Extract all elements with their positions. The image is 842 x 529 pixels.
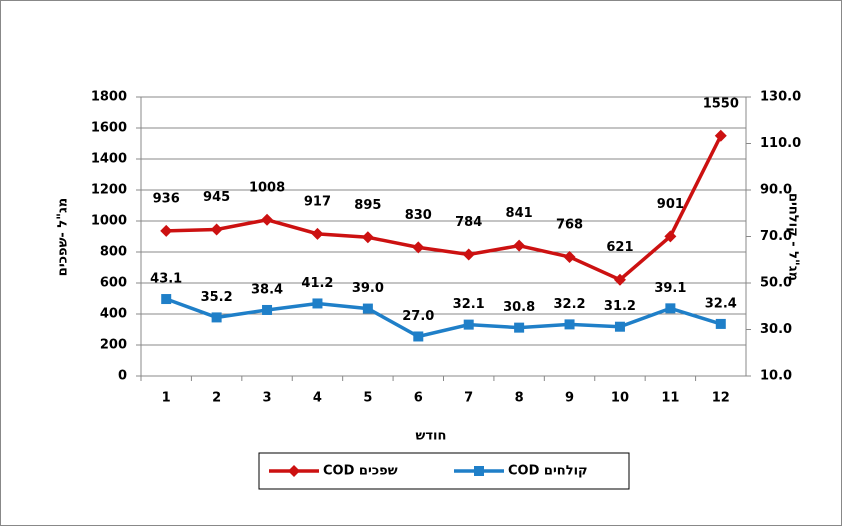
y-tick-label: 200: [100, 338, 127, 353]
data-label: 768: [556, 217, 583, 232]
data-label: 1550: [703, 96, 739, 111]
data-label: 35.2: [201, 290, 233, 305]
data-label: 30.8: [503, 300, 535, 315]
x-tick-label: 7: [464, 391, 473, 406]
x-tick-label: 2: [212, 391, 221, 406]
y-tick-label: 1000: [91, 214, 127, 229]
y-tick-label: 0: [118, 369, 127, 384]
data-label: 936: [153, 191, 180, 206]
data-point: [160, 224, 173, 237]
data-point: [613, 273, 626, 286]
data-label: 945: [203, 190, 230, 205]
x-tick-label: 10: [611, 391, 629, 406]
y-tick-label: 1200: [91, 183, 127, 198]
data-point: [210, 223, 223, 236]
data-label: 895: [354, 198, 381, 213]
data-point: [564, 319, 575, 330]
data-label: 43.1: [150, 272, 182, 287]
data-label: 784: [455, 215, 482, 230]
x-axis-title: חודש: [416, 429, 447, 444]
y-tick-label: 1800: [91, 90, 127, 105]
x-tick-label: 9: [565, 391, 574, 406]
y-tick-label: 1400: [91, 152, 127, 167]
y-tick-label: 800: [100, 245, 127, 260]
data-label: 32.1: [453, 297, 485, 312]
x-tick-label: 1: [162, 391, 171, 406]
y2-tick-label: 10.0: [760, 369, 792, 384]
data-point: [462, 248, 475, 261]
data-point: [514, 322, 525, 333]
y2-tick-label: 70.0: [760, 229, 792, 244]
data-point: [261, 213, 274, 226]
series-line: [165, 297, 722, 339]
data-point: [312, 298, 323, 309]
data-label: 27.0: [402, 309, 434, 324]
x-tick-label: 11: [661, 391, 679, 406]
data-label: 1008: [249, 180, 285, 195]
data-point: [714, 129, 727, 142]
x-tick-label: 8: [515, 391, 524, 406]
data-point: [513, 239, 526, 252]
y-tick-label: 1600: [91, 121, 127, 136]
y-tick-label: 400: [100, 307, 127, 322]
data-label: 41.2: [301, 276, 333, 291]
data-label: 841: [506, 206, 533, 221]
series-line: [166, 134, 723, 282]
data-point: [563, 250, 576, 263]
data-label: 32.2: [554, 297, 586, 312]
data-point: [362, 303, 373, 314]
y-tick-label: 600: [100, 276, 127, 291]
x-tick-label: 5: [363, 391, 372, 406]
legend-label: COD קולחים: [508, 464, 588, 479]
data-point: [413, 331, 424, 342]
data-label: 31.2: [604, 299, 636, 314]
legend-box: [258, 452, 630, 490]
data-point: [664, 230, 677, 243]
data-point: [412, 241, 425, 254]
y2-tick-label: 50.0: [760, 276, 792, 291]
data-label: 830: [405, 208, 432, 223]
data-point: [715, 318, 726, 329]
legend-marker: [288, 465, 300, 477]
data-point: [211, 312, 222, 323]
data-label: 621: [606, 240, 633, 255]
y2-tick-label: 90.0: [760, 183, 792, 198]
data-label: 39.1: [654, 281, 686, 296]
data-point: [361, 231, 374, 244]
x-tick-label: 4: [313, 391, 322, 406]
data-point: [311, 227, 324, 240]
legend-marker: [474, 466, 484, 476]
legend-label: COD שפכים: [323, 464, 398, 479]
data-point: [262, 304, 273, 315]
x-tick-label: 12: [712, 391, 730, 406]
data-label: 38.4: [251, 282, 283, 297]
data-label: 917: [304, 194, 331, 209]
y2-tick-label: 110.0: [760, 136, 801, 151]
y2-axis-title: מג"ל - קולחים: [786, 193, 801, 281]
y2-tick-label: 30.0: [760, 322, 792, 337]
x-tick-label: 6: [414, 391, 423, 406]
y2-tick-label: 130.0: [760, 90, 801, 105]
data-label: 32.4: [705, 296, 737, 311]
y-axis-title: מג"ל -שפכים: [56, 198, 71, 276]
x-tick-label: 3: [263, 391, 272, 406]
data-point: [614, 321, 625, 332]
data-label: 901: [657, 197, 684, 212]
data-point: [665, 303, 676, 314]
data-point: [463, 319, 474, 330]
data-label: 39.0: [352, 281, 384, 296]
data-point: [161, 294, 172, 305]
